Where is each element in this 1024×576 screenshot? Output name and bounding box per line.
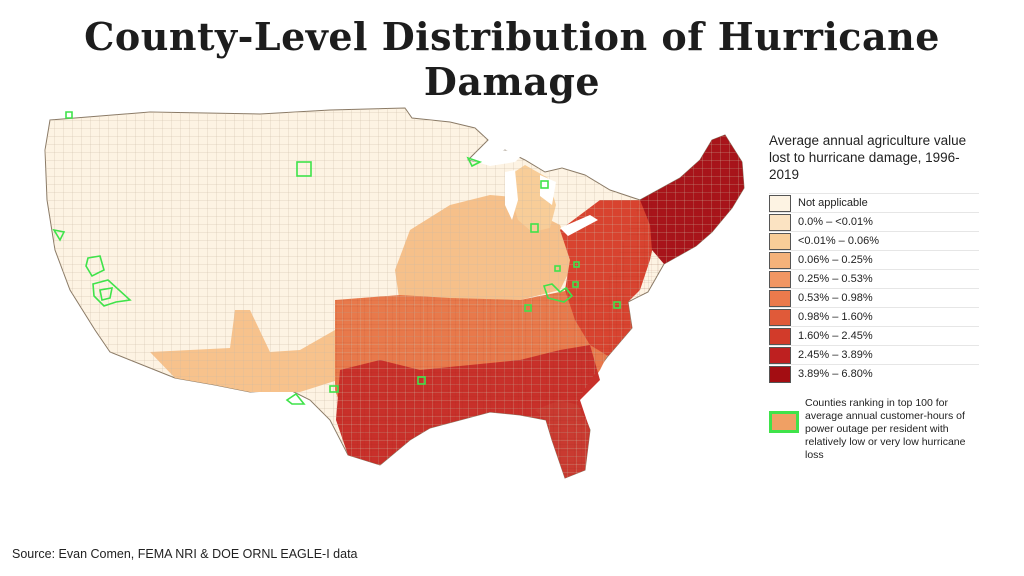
legend-swatch	[769, 270, 791, 288]
lake-superior	[470, 150, 525, 166]
legend-class-row: 0.98% – 1.60%	[769, 307, 979, 326]
outage-county	[52, 228, 66, 242]
legend-class-label: 0.06% – 0.25%	[798, 254, 873, 266]
outage-county	[285, 392, 306, 405]
legend-class-label: <0.01% – 0.06%	[798, 235, 880, 247]
outage-county	[554, 265, 561, 272]
outage-county	[572, 281, 579, 288]
legend-class-row: 0.06% – 0.25%	[769, 250, 979, 269]
source-note: Source: Evan Comen, FEMA NRI & DOE ORNL …	[12, 547, 358, 561]
legend-class-label: 2.45% – 3.89%	[798, 349, 873, 361]
legend-title: Average annual agriculture value lost to…	[769, 133, 967, 182]
legend-class-row: 0.25% – 0.53%	[769, 269, 979, 288]
outage-county	[296, 161, 312, 177]
legend-classes: Not applicable 0.0% – <0.01% <0.01% – 0.06…	[769, 193, 979, 383]
legend-class-row: 1.60% – 2.45%	[769, 326, 979, 345]
legend-swatch	[769, 289, 791, 307]
outage-county	[573, 261, 580, 268]
outage-county	[417, 376, 426, 385]
legend-class-row: Not applicable	[769, 193, 979, 212]
outage-county	[85, 255, 105, 278]
legend-swatch	[769, 194, 791, 212]
legend-swatch	[769, 346, 791, 364]
outage-county	[613, 301, 621, 309]
outage-county	[466, 156, 483, 168]
outage-county-highlights	[52, 111, 621, 405]
outage-county	[524, 304, 532, 312]
outage-county	[92, 279, 132, 307]
legend-class-label: 3.89% – 6.80%	[798, 368, 873, 380]
map-legend: Average annual agriculture value lost to…	[769, 132, 979, 462]
outage-county	[530, 223, 539, 233]
lake-erie	[560, 215, 598, 236]
legend-class-row: 0.0% – <0.01%	[769, 212, 979, 231]
outage-legend-label: Counties ranking in top 100 for average …	[805, 397, 966, 461]
legend-swatch	[769, 213, 791, 231]
legend-swatch	[769, 308, 791, 326]
outage-legend-item: Counties ranking in top 100 for average …	[769, 397, 979, 462]
map-title: County-Level Distribution of Hurricane D…	[84, 14, 940, 104]
outage-legend-swatch	[769, 411, 799, 433]
legend-swatch	[769, 232, 791, 250]
outage-county	[99, 287, 114, 301]
legend-class-row: 2.45% – 3.89%	[769, 345, 979, 364]
legend-class-label: 0.25% – 0.53%	[798, 273, 873, 285]
legend-class-row: 3.89% – 6.80%	[769, 364, 979, 383]
outage-county	[329, 385, 339, 393]
legend-class-row: <0.01% – 0.06%	[769, 231, 979, 250]
legend-swatch	[769, 327, 791, 345]
legend-class-label: 0.98% – 1.60%	[798, 311, 873, 323]
county-grid-east	[335, 135, 744, 478]
legend-class-label: Not applicable	[798, 197, 868, 209]
legend-swatch	[769, 365, 791, 383]
lake-michigan	[505, 170, 518, 220]
lake-huron	[540, 175, 556, 205]
legend-swatch	[769, 251, 791, 269]
legend-class-row: 0.53% – 0.98%	[769, 288, 979, 307]
legend-class-label: 1.60% – 2.45%	[798, 330, 873, 342]
outage-county	[540, 180, 549, 189]
legend-class-label: 0.0% – <0.01%	[798, 216, 873, 228]
outage-county	[542, 283, 574, 303]
legend-class-label: 0.53% – 0.98%	[798, 292, 873, 304]
outage-county	[65, 111, 73, 119]
